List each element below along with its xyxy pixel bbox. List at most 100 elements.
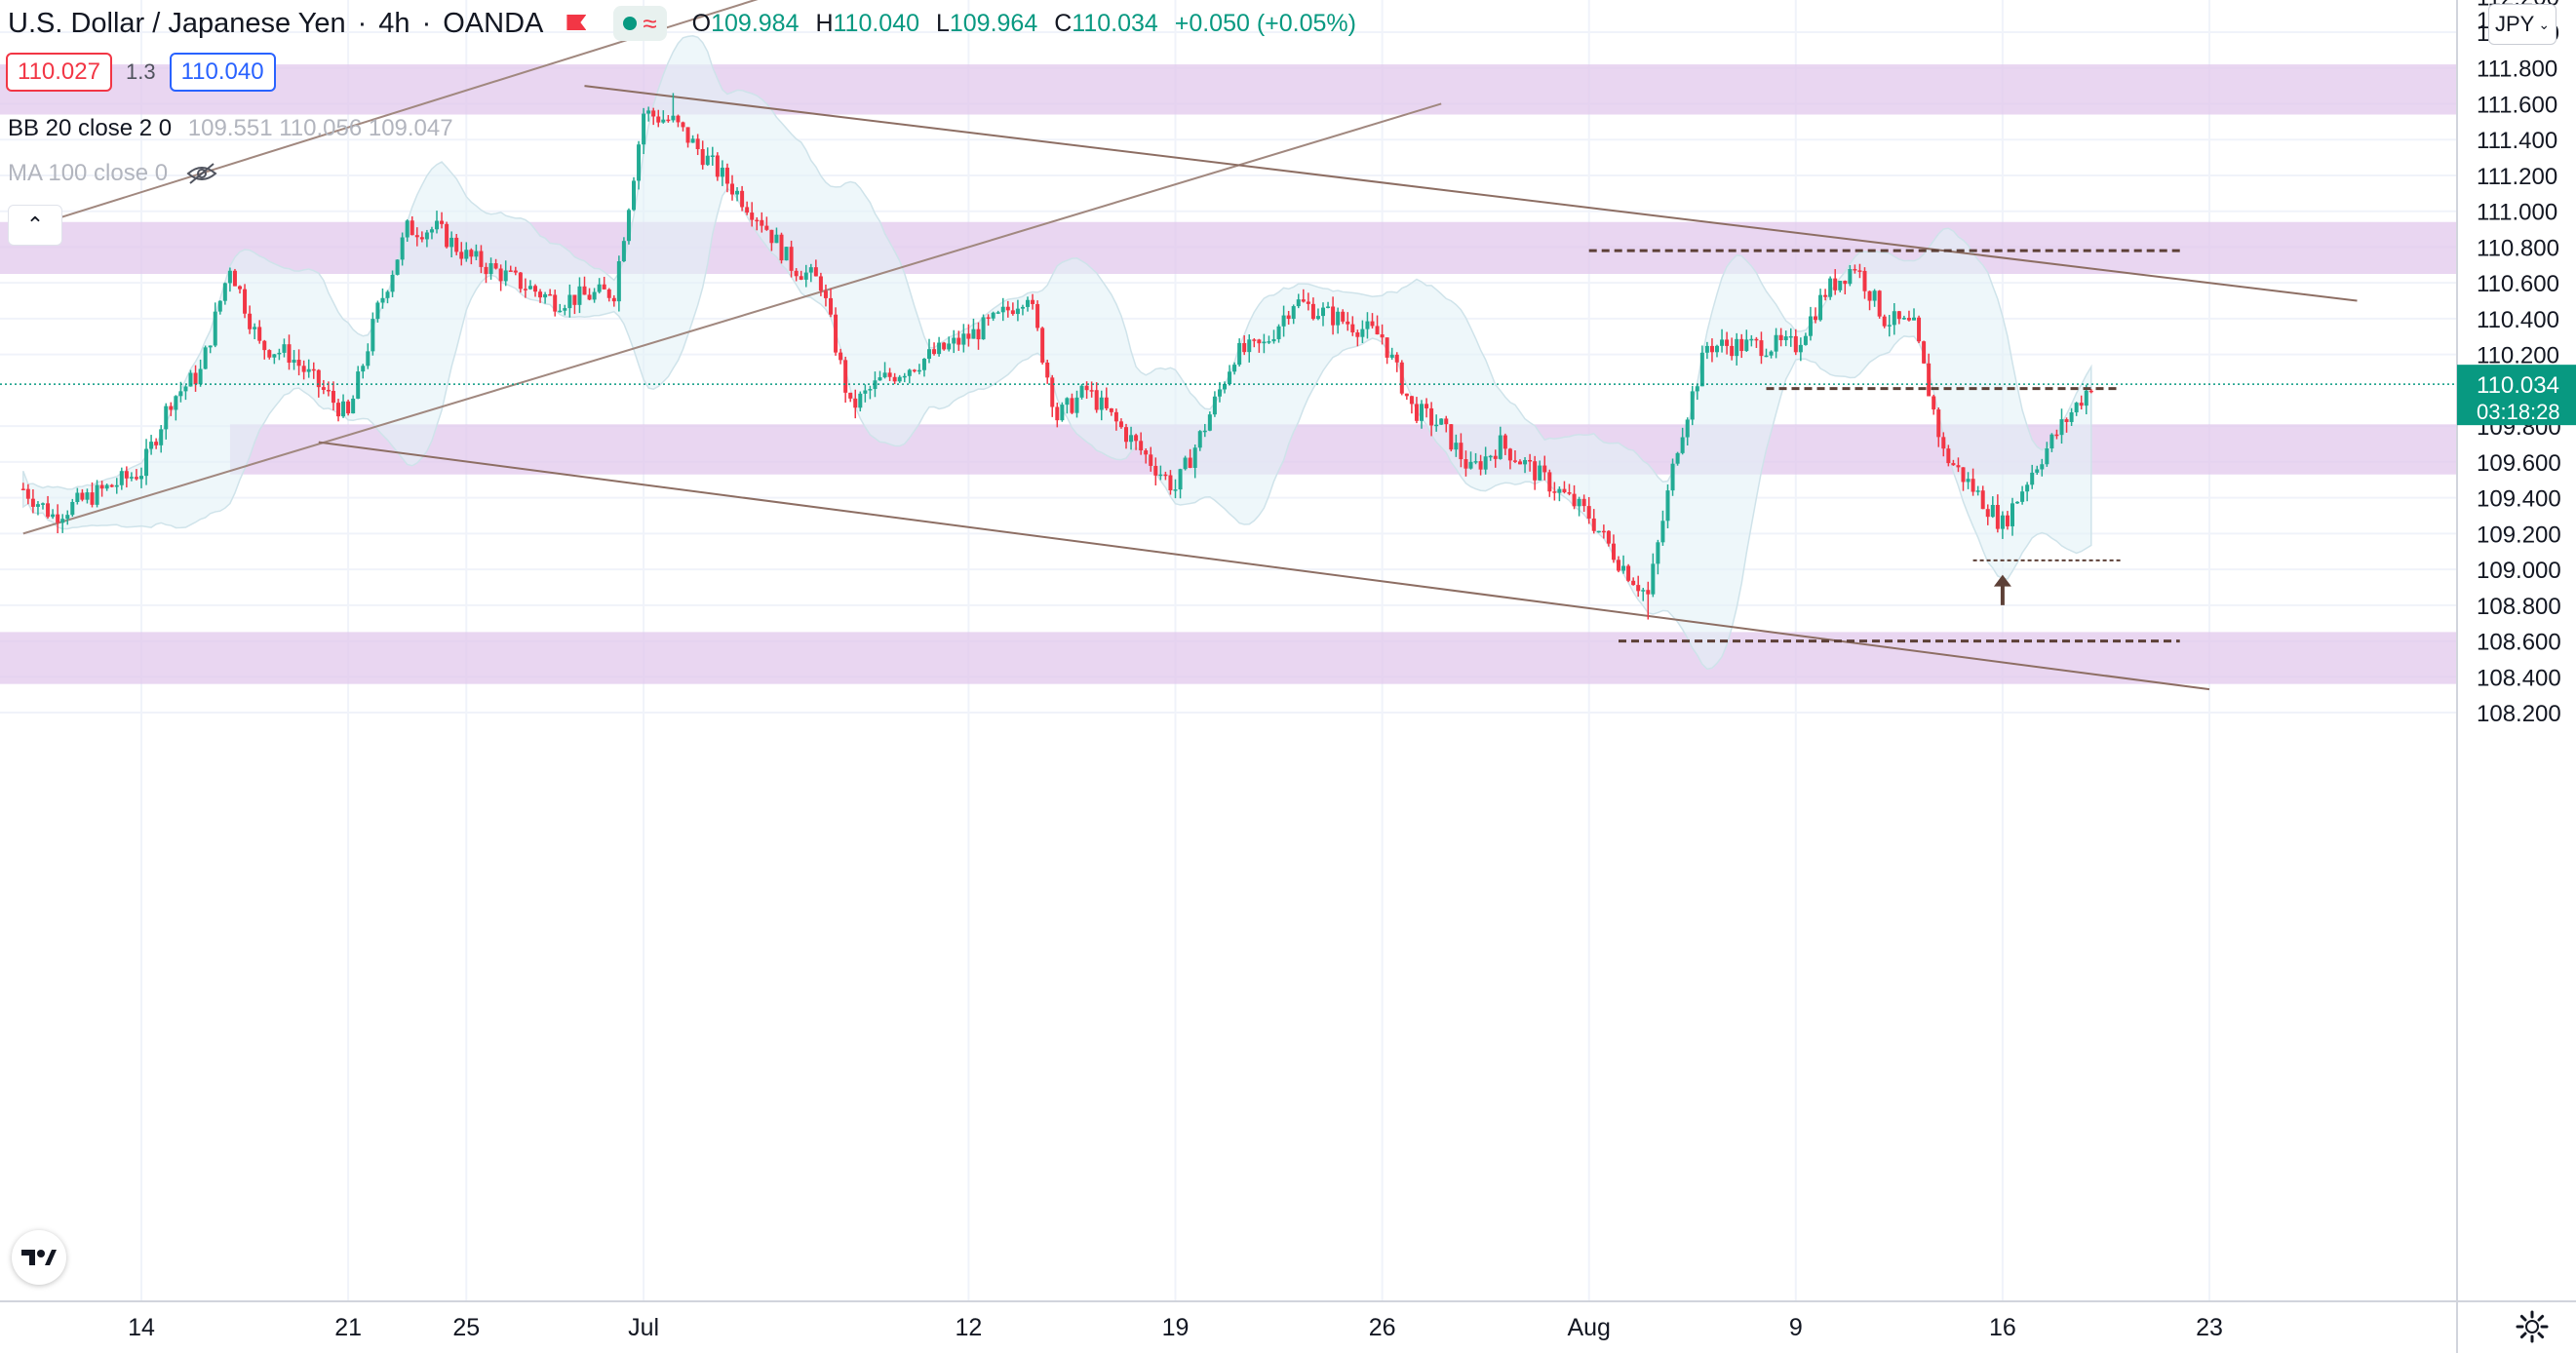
candle-body <box>2045 448 2049 465</box>
candle-body <box>1045 362 1050 378</box>
candle <box>724 163 729 193</box>
candle-body <box>371 319 375 352</box>
candle <box>174 395 178 421</box>
close-label: C <box>1054 9 1073 37</box>
candle <box>1444 415 1449 433</box>
candle-body <box>1538 465 1542 481</box>
interval-label[interactable]: 4h <box>378 7 410 39</box>
candle <box>1286 310 1291 326</box>
candle-body <box>730 183 734 195</box>
candle <box>1577 496 1581 517</box>
candle-body <box>104 484 109 489</box>
candle-body <box>1685 419 1690 438</box>
candle-body <box>248 313 253 329</box>
flag-icon[interactable] <box>565 13 590 34</box>
bb-indicator-label[interactable]: BB 20 close 2 0 <box>8 115 173 141</box>
candle <box>1646 581 1651 620</box>
candle <box>858 391 863 412</box>
currency-select[interactable]: JPY ⌄ <box>2488 4 2556 45</box>
symbol-name[interactable]: U.S. Dollar / Japanese Yen <box>8 7 346 39</box>
candle-body <box>705 155 710 166</box>
candle <box>336 399 340 422</box>
candle <box>1936 406 1941 447</box>
candle <box>705 147 710 167</box>
candle-body <box>1896 311 1901 320</box>
candle-body <box>169 406 174 410</box>
candle-body <box>1818 294 1823 321</box>
candle-body <box>676 115 681 123</box>
candle-body <box>1725 339 1730 346</box>
candle-body <box>1262 341 1267 344</box>
candle <box>2045 442 2049 467</box>
candle <box>484 262 488 284</box>
candle-body <box>1360 329 1365 337</box>
candle-body <box>1843 281 1848 285</box>
sell-price-button[interactable]: 110.027 <box>6 53 112 92</box>
candle <box>1149 446 1153 472</box>
current-price-label: 110.034 <box>2477 372 2559 399</box>
candle-body <box>109 484 114 487</box>
candle <box>1641 588 1646 601</box>
candle <box>1065 397 1070 414</box>
candle <box>217 300 222 315</box>
candle-body <box>1577 498 1581 507</box>
candle <box>868 385 873 400</box>
candle <box>1783 330 1788 347</box>
candle-body <box>1074 397 1079 413</box>
candle-body <box>1838 281 1843 290</box>
candle <box>1581 494 1586 513</box>
candle <box>1990 496 1995 519</box>
candle <box>764 216 769 231</box>
y-tick-label: 111.600 <box>2477 92 2557 118</box>
candle-body <box>1557 488 1562 493</box>
candle <box>296 349 301 376</box>
candle <box>144 439 149 485</box>
candle-body <box>1247 339 1252 353</box>
candle-body <box>1099 397 1104 410</box>
candle-body <box>1808 316 1813 336</box>
candle <box>1197 430 1202 451</box>
candle-body <box>2000 515 2005 529</box>
candle <box>2079 395 2084 410</box>
candle <box>1326 301 1331 309</box>
bb-indicator-legend[interactable]: BB 20 close 2 0 109.551 110.056 109.047 <box>8 115 453 142</box>
candle-body <box>1586 506 1591 519</box>
market-status-pill[interactable]: ≈ <box>613 6 667 41</box>
candle <box>1464 450 1468 477</box>
buy-price-button[interactable]: 110.040 <box>169 53 276 92</box>
candle <box>1749 334 1754 347</box>
hidden-eye-icon[interactable] <box>185 162 218 185</box>
candle-body <box>1774 334 1778 352</box>
tradingview-logo-button[interactable] <box>12 1230 66 1285</box>
candle-body <box>858 393 863 408</box>
candle <box>46 495 51 519</box>
candle <box>563 304 567 316</box>
candle-body <box>1709 345 1714 353</box>
candle <box>380 288 385 309</box>
candle <box>272 354 277 365</box>
candle <box>616 255 621 312</box>
candle-body <box>35 504 40 507</box>
candle <box>2010 497 2014 536</box>
symbol-legend[interactable]: U.S. Dollar / Japanese Yen · 4h · OANDA … <box>8 4 1356 43</box>
ma-indicator-label[interactable]: MA 100 close 0 <box>8 160 169 186</box>
candle-body <box>690 138 695 143</box>
candle <box>154 438 159 449</box>
candle-body <box>1483 456 1488 470</box>
candle-body <box>469 250 474 257</box>
candle <box>124 466 129 488</box>
candle <box>1015 299 1020 322</box>
collapse-legend-button[interactable]: ⌃ <box>8 205 62 246</box>
candle-body <box>1533 461 1538 481</box>
candle <box>533 284 537 297</box>
spread-value: 1.3 <box>125 59 156 84</box>
candle <box>829 289 833 318</box>
ma-indicator-legend[interactable]: MA 100 close 0 <box>8 160 218 187</box>
candle-body <box>488 263 493 275</box>
candle-body <box>1971 479 1975 492</box>
candle-body <box>947 343 952 350</box>
settings-gear-icon[interactable] <box>2514 1308 2551 1345</box>
candle <box>1533 455 1538 490</box>
candle-body <box>375 302 380 320</box>
